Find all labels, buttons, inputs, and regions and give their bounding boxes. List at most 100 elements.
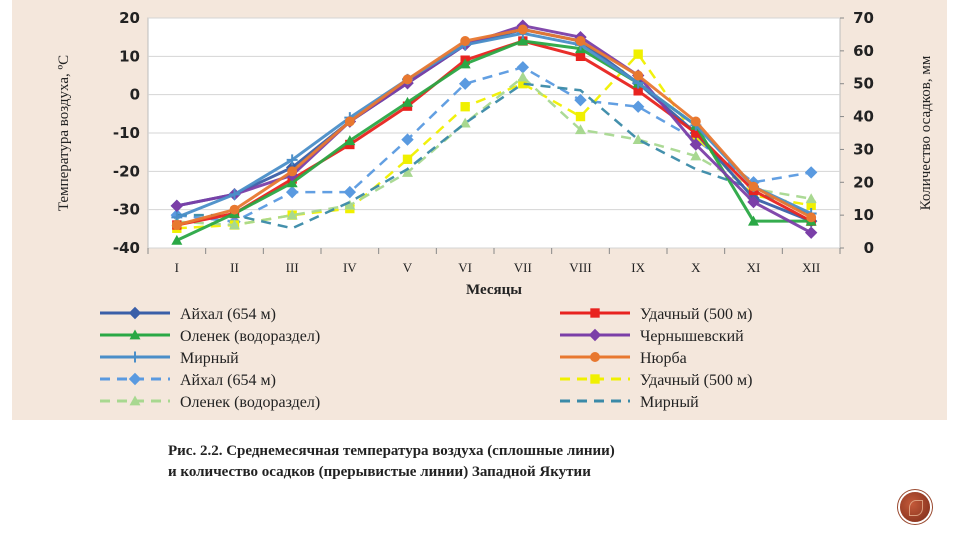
temperature-series-point <box>460 36 471 46</box>
legend-marker <box>128 306 142 320</box>
x-tick-label: XI <box>747 260 761 275</box>
x-tick-label: V <box>403 260 413 275</box>
temperature-series-point <box>229 204 240 215</box>
temperature-series-point <box>286 177 298 188</box>
x-tick-label: III <box>286 260 299 275</box>
temperature-series-point <box>402 96 413 107</box>
precipitation-series-line-0 <box>176 66 812 223</box>
x-tick-label: XII <box>802 260 820 275</box>
temperature-series-point <box>170 199 184 213</box>
temperature-series-point <box>286 154 298 166</box>
decorative-badge-icon <box>900 492 930 522</box>
precipitation-series-line-3 <box>176 82 812 230</box>
precipitation-series-point <box>459 117 471 128</box>
legend-label: Айхал (654 м) <box>180 372 276 389</box>
figure-caption-line-1: Рис. 2.2. Среднемесячная температура воз… <box>168 443 615 459</box>
temperature-series-point <box>402 74 413 85</box>
y2-tick-label: 30 <box>853 140 874 158</box>
y2-tick-label: 60 <box>853 42 874 60</box>
legend-label: Чернышевский <box>640 328 744 345</box>
precipitation-series-point <box>517 71 529 82</box>
temperature-series-point <box>806 212 817 223</box>
y2-tick-label: 10 <box>853 206 874 224</box>
y2-tick-label: 70 <box>853 9 874 27</box>
precipitation-series-point <box>458 77 472 90</box>
y-axis-title: Температура воздуха, ºС <box>56 55 72 211</box>
temperature-series-point <box>690 116 701 127</box>
x-axis-title: Месяцы <box>466 282 522 298</box>
legend-marker <box>129 329 141 340</box>
precipitation-series-point <box>574 93 587 107</box>
legend-label: Удачный (500 м) <box>640 372 752 389</box>
temperature-series-line-5 <box>176 28 812 227</box>
temperature-series-point <box>575 36 586 46</box>
temperature-series-point <box>689 138 703 151</box>
legend-marker <box>129 351 141 363</box>
y2-tick-label: 40 <box>853 108 874 126</box>
precipitation-series-point <box>631 100 645 113</box>
temperature-series-point <box>344 116 355 127</box>
legend-marker <box>590 374 600 384</box>
legend-label: Оленек (водораздел) <box>180 328 320 345</box>
precipitation-series-line-2 <box>176 75 812 227</box>
y-tick-label: 20 <box>119 9 140 27</box>
precipitation-series-point <box>633 49 643 59</box>
x-tick-label: VIII <box>569 260 591 275</box>
legend-marker <box>588 328 602 342</box>
temperature-series-point <box>748 215 759 226</box>
precipitation-series-point <box>575 124 586 135</box>
y-tick-label: -10 <box>113 124 140 142</box>
precipitation-series-point <box>344 199 356 210</box>
legend-marker <box>129 395 141 406</box>
x-tick-label: IX <box>631 260 645 275</box>
y-tick-label: -30 <box>113 201 140 219</box>
temperature-series-point <box>633 86 643 96</box>
legend-label: Нюрба <box>640 350 687 367</box>
precipitation-series-point <box>575 111 586 122</box>
legend-marker <box>128 372 142 386</box>
precipitation-series-point <box>402 154 413 164</box>
y2-tick-label: 50 <box>853 75 874 93</box>
precipitation-series-point <box>805 193 817 204</box>
temperature-series-point <box>575 51 586 62</box>
precipitation-series-point <box>401 133 414 146</box>
y2-tick-label: 0 <box>864 239 874 257</box>
precipitation-series-point <box>518 79 528 89</box>
x-tick-label: VII <box>514 260 532 275</box>
temperature-series-point <box>633 70 644 81</box>
precipitation-series-point <box>690 150 702 161</box>
y-tick-label: -20 <box>113 162 140 180</box>
precipitation-series-point <box>229 219 240 230</box>
legend-marker <box>590 352 600 362</box>
x-tick-label: IV <box>343 260 357 275</box>
y2-tick-label: 20 <box>853 173 874 191</box>
temperature-series-point <box>517 35 529 46</box>
temperature-series-line-4 <box>176 31 812 219</box>
legend-label: Оленек (водораздел) <box>180 394 320 411</box>
x-tick-label: II <box>230 260 239 275</box>
legend-label: Удачный (500 м) <box>640 306 752 323</box>
temperature-series-point <box>344 135 356 146</box>
temperature-series-point <box>517 24 528 35</box>
y-tick-label: 0 <box>130 86 140 104</box>
x-tick-label: VI <box>458 260 472 275</box>
precipitation-series-point <box>402 166 413 177</box>
y2-axis-title: Количество осадков, мм <box>918 55 934 210</box>
precipitation-series-point <box>804 166 818 179</box>
temperature-series-line-2 <box>176 39 812 242</box>
temperature-series-point <box>459 58 471 69</box>
precipitation-series-point <box>806 200 816 210</box>
legend-label: Айхал (654 м) <box>180 306 276 323</box>
x-tick-label: I <box>175 260 179 275</box>
precipitation-series-point <box>286 209 298 220</box>
y-tick-label: -40 <box>113 239 140 257</box>
temperature-series-point <box>229 188 240 200</box>
temperature-series-point <box>171 234 183 245</box>
precipitation-series-point <box>285 185 299 199</box>
precipitation-series-point <box>343 185 357 199</box>
x-tick-label: X <box>691 260 701 275</box>
temperature-series-point <box>287 166 298 177</box>
y-tick-label: 10 <box>119 47 140 65</box>
temperature-series-point <box>171 220 182 230</box>
